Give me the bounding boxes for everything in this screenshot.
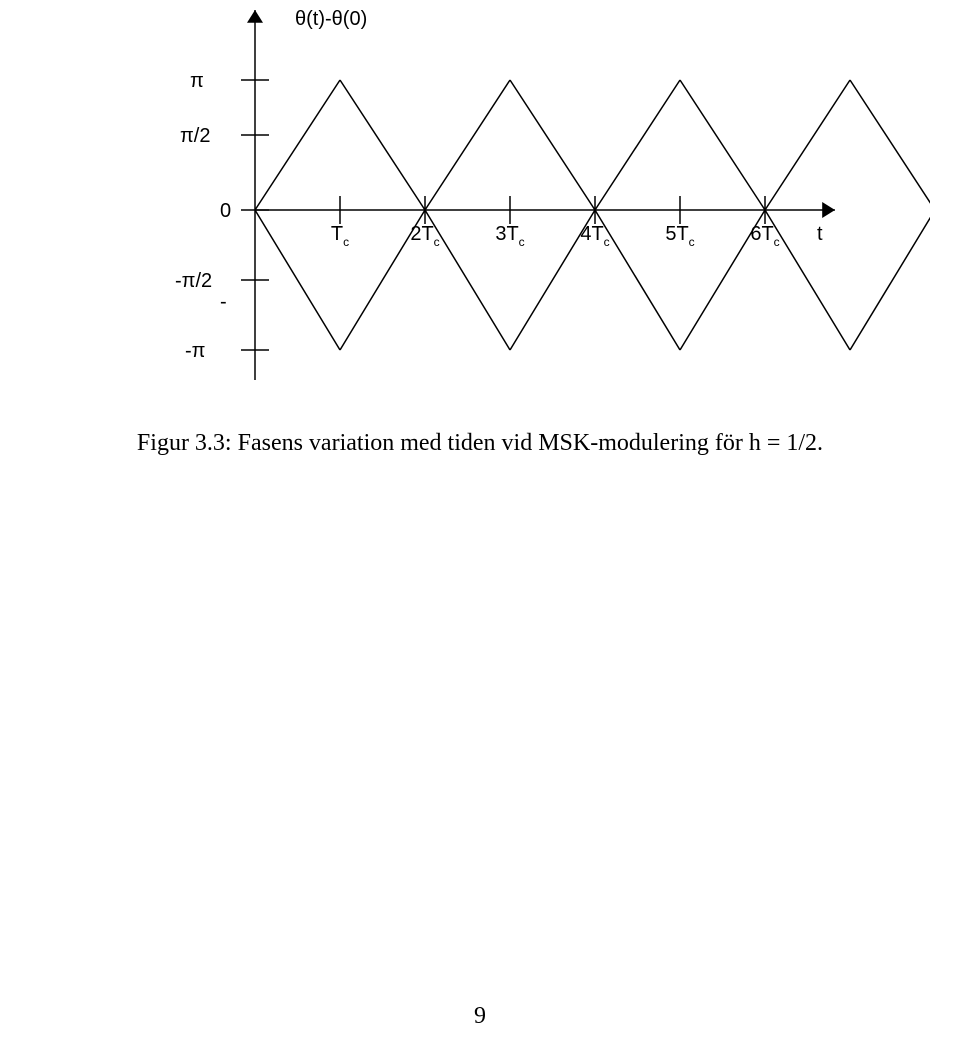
- x-tick-label: 3Tc: [495, 223, 524, 249]
- trellis-edge: [765, 80, 850, 210]
- y-tick-minus-label: -: [220, 291, 227, 313]
- trellis-edge: [255, 80, 340, 210]
- y-tick-label: -π/2: [175, 270, 212, 292]
- x-tick-label: 5Tc: [665, 223, 694, 249]
- trellis-edge: [425, 80, 510, 210]
- phase-trellis-diagram: θ(t)-θ(0)ππ/20-π/2--πTc2Tc3Tc4Tc5Tc6Tct: [60, 0, 930, 400]
- y-tick-label: π: [190, 70, 204, 92]
- y-tick-label: π/2: [180, 125, 210, 147]
- trellis-edge: [850, 210, 930, 350]
- x-axis-arrow-icon: [822, 202, 835, 218]
- trellis-edge: [595, 80, 680, 210]
- diagram-container: θ(t)-θ(0)ππ/20-π/2--πTc2Tc3Tc4Tc5Tc6Tct: [60, 0, 930, 405]
- page: θ(t)-θ(0)ππ/20-π/2--πTc2Tc3Tc4Tc5Tc6Tct …: [0, 0, 960, 1050]
- page-number: 9: [0, 1003, 960, 1030]
- x-tick-label: Tc: [331, 223, 349, 249]
- trellis-edge: [340, 80, 425, 210]
- x-axis-end-label: t: [817, 223, 823, 245]
- trellis-edge: [765, 210, 850, 350]
- y-tick-label: -π: [185, 340, 205, 362]
- trellis-edge: [850, 80, 930, 210]
- y-axis-title: θ(t)-θ(0): [295, 8, 367, 30]
- trellis-edge: [680, 80, 765, 210]
- y-axis-arrow-icon: [247, 10, 263, 23]
- figure-caption: Figur 3.3: Fasens variation med tiden vi…: [0, 430, 960, 457]
- trellis-edge: [510, 80, 595, 210]
- y-tick-label: 0: [220, 200, 231, 222]
